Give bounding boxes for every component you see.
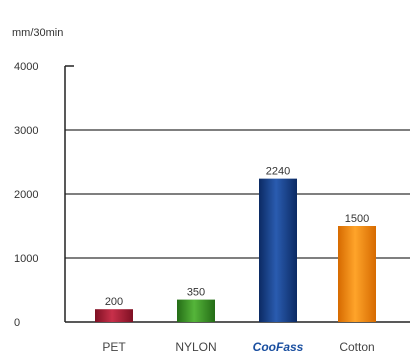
bar-coofass	[259, 178, 297, 322]
category-label-pet: PET	[102, 340, 126, 354]
bars	[95, 178, 376, 322]
value-label-coofass: 2240	[266, 166, 290, 178]
y-axis-unit-label: mm/30min	[12, 27, 63, 39]
y-tick-label-3000: 3000	[14, 125, 38, 137]
bar-nylon	[177, 299, 215, 322]
bar-pet	[95, 309, 133, 322]
category-label-coofass: CooFass	[253, 340, 304, 354]
y-tick-label-1000: 1000	[14, 253, 38, 265]
category-label-nylon: NYLON	[175, 340, 216, 354]
value-label-pet: 200	[105, 296, 123, 308]
y-tick-labels: 0 1000 2000 3000 4000	[14, 61, 38, 329]
category-labels: PET NYLON CooFass Cotton	[102, 340, 374, 354]
category-label-cotton: Cotton	[339, 340, 374, 354]
y-tick-label-0: 0	[14, 317, 20, 329]
value-label-cotton: 1500	[345, 213, 369, 225]
bar-cotton	[338, 226, 376, 322]
value-labels: 200 350 2240 1500	[105, 166, 369, 309]
y-tick-label-4000: 4000	[14, 61, 38, 73]
y-tick-label-2000: 2000	[14, 189, 38, 201]
value-label-nylon: 350	[187, 287, 205, 299]
